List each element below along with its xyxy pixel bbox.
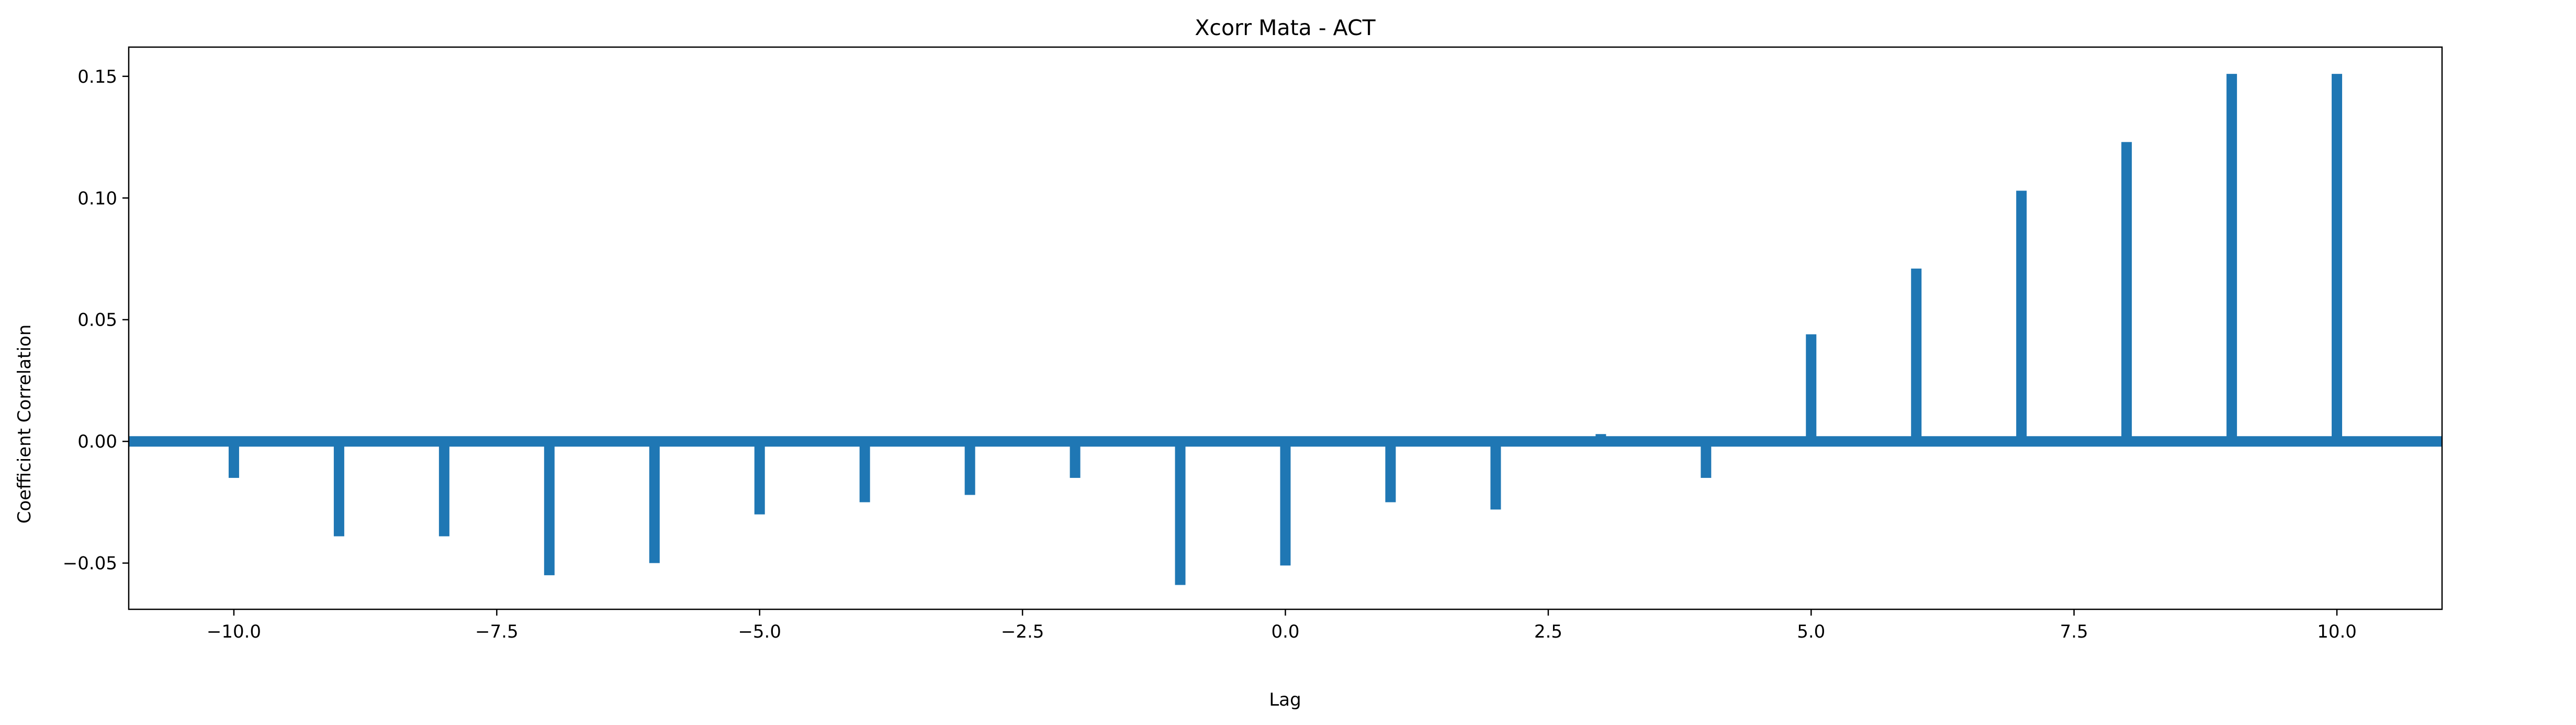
y-tick-label: −0.05	[63, 553, 117, 574]
x-tick-label: 5.0	[1797, 621, 1825, 642]
bar-lag--7	[544, 441, 555, 575]
y-axis-label: Coefficient Correlation	[14, 325, 35, 524]
bar-lag-9	[2226, 74, 2237, 442]
x-tick-label: 10.0	[2317, 621, 2357, 642]
bar-lag--6	[649, 441, 660, 563]
y-axis-ticks: −0.05 0.00 0.05 0.10 0.15	[63, 66, 129, 574]
x-tick-label: −7.5	[475, 621, 519, 642]
y-tick-label: 0.00	[77, 431, 117, 452]
bar-lag--8	[438, 441, 449, 537]
plot-frame	[128, 46, 2443, 610]
y-tick-label: 0.05	[77, 310, 117, 331]
x-axis-ticks: −10.0 −7.5 −5.0 −2.5 0.0 2.5 5.0 7.5 10.0	[207, 609, 2357, 642]
bar-lag--10	[228, 441, 239, 478]
bar-lag-4	[1701, 441, 1712, 478]
bar-lag--9	[333, 441, 344, 537]
bar-lag-2	[1490, 441, 1501, 510]
bar-lag--4	[859, 441, 870, 503]
x-axis-label: Lag	[1269, 689, 1301, 710]
x-tick-label: −10.0	[207, 621, 261, 642]
y-tick-label: 0.10	[77, 188, 117, 209]
y-tick-label: 0.15	[77, 66, 117, 87]
bar-lag-0	[1280, 441, 1291, 566]
bar-lag--3	[964, 441, 975, 495]
x-tick-label: 0.0	[1271, 621, 1299, 642]
bar-lag-7	[2016, 191, 2027, 442]
x-tick-label: −2.5	[1001, 621, 1044, 642]
bar-lag-8	[2121, 142, 2132, 442]
bar-lag--2	[1070, 441, 1081, 478]
bar-lag-10	[2332, 74, 2343, 442]
x-tick-label: 7.5	[2060, 621, 2088, 642]
x-tick-label: 2.5	[1534, 621, 1562, 642]
x-tick-label: −5.0	[738, 621, 781, 642]
bars-group	[129, 74, 2442, 585]
bar-lag--1	[1175, 441, 1186, 585]
bar-lag-5	[1806, 334, 1817, 442]
bar-lag-6	[1911, 269, 1922, 442]
bar-lag-1	[1385, 441, 1396, 503]
chart-title: Xcorr Mata - ACT	[1195, 15, 1376, 40]
bar-lag--5	[754, 441, 765, 515]
